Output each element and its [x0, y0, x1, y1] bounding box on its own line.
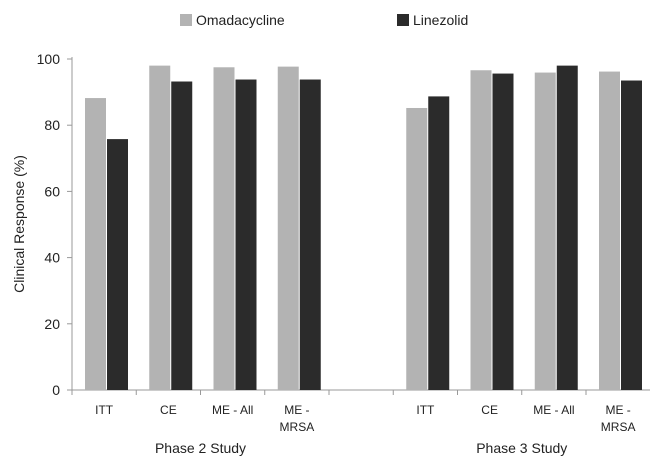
bar-omadacycline	[534, 72, 556, 391]
legend-label: Linezolid	[413, 12, 468, 28]
bars	[85, 65, 642, 391]
bar-linezolid	[492, 73, 514, 391]
bar-omadacycline	[599, 71, 620, 390]
x-axis	[71, 389, 650, 395]
y-tick-label: 0	[52, 382, 60, 398]
group-label: Phase 3 Study	[476, 440, 567, 456]
y-tick-label: 20	[44, 316, 60, 332]
y-tick-label: 80	[44, 117, 60, 133]
y-axis-title: Clinical Response (%)	[11, 155, 27, 293]
category-label: CE	[160, 403, 177, 417]
category-label: ME -MRSA	[280, 403, 315, 434]
bar-linezolid	[107, 139, 128, 390]
x-axis-labels: ITT CE ME - All ME -MRSA Phase 2 Study ITT CE M…	[95, 403, 635, 456]
y-axis: 0 20 40 60 80 100	[37, 51, 73, 398]
legend: Omadacycline Linezolid	[180, 12, 468, 28]
y-tick-label: 100	[37, 51, 61, 67]
category-label: ME - All	[533, 403, 574, 417]
bar-omadacycline	[85, 98, 106, 391]
legend-label: Omadacycline	[196, 12, 285, 28]
y-tick-label: 40	[44, 250, 60, 266]
category-label: CE	[481, 403, 498, 417]
group-label: Phase 2 Study	[155, 440, 246, 456]
category-label: ITT	[416, 403, 435, 417]
bar-linezolid	[299, 79, 321, 390]
bar-omadacycline	[277, 66, 299, 390]
bar-linezolid	[171, 81, 193, 391]
legend-swatch	[180, 14, 192, 26]
bar-omadacycline	[149, 65, 171, 391]
bar-linezolid	[235, 79, 257, 390]
bar-omadacycline	[213, 67, 235, 391]
bar-linezolid	[428, 96, 450, 390]
bar-linezolid	[556, 65, 578, 391]
y-tick-label: 60	[44, 183, 60, 199]
bar-omadacycline	[406, 107, 428, 390]
category-label: ME - All	[212, 403, 253, 417]
legend-swatch	[397, 14, 409, 26]
category-label: ITT	[95, 403, 114, 417]
bar-linezolid	[621, 80, 642, 390]
bar-omadacycline	[470, 70, 492, 390]
category-label: ME -MRSA	[601, 403, 636, 434]
